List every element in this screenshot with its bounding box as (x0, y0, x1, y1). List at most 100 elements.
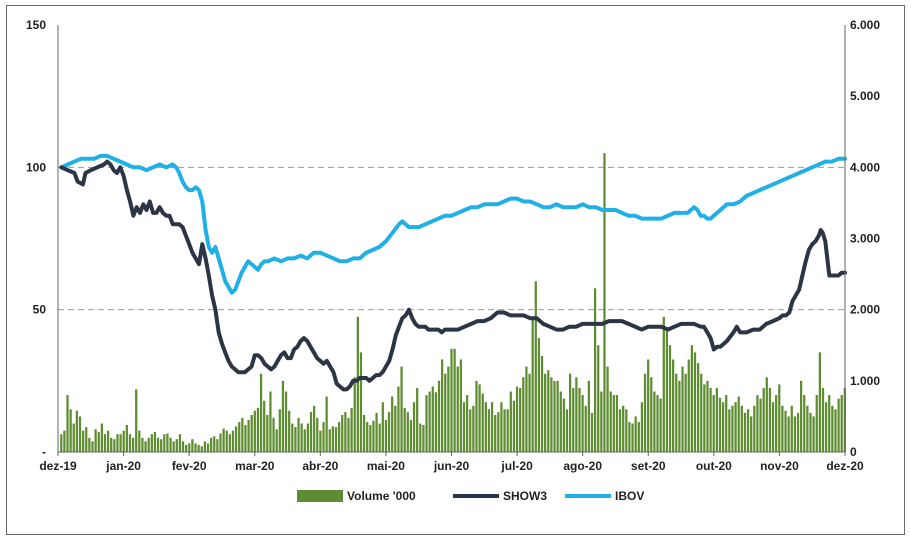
volume-bar (697, 363, 700, 452)
volume-bar (515, 386, 519, 452)
volume-bar (191, 439, 194, 452)
volume-bar (494, 414, 497, 452)
volume-bar (300, 423, 303, 452)
volume-bar (750, 416, 753, 452)
volume-bar (85, 427, 88, 452)
volume-bar (341, 414, 344, 452)
volume-bar (581, 395, 584, 452)
volume-bar (812, 416, 815, 452)
volume-bar (138, 430, 141, 452)
volume-bar (144, 441, 147, 452)
volume-bar (700, 373, 703, 452)
volume-bar (172, 441, 175, 452)
volume-bar (163, 434, 166, 452)
volume-bar (712, 395, 715, 452)
volume-bar (472, 405, 475, 452)
volume-bar (475, 380, 478, 452)
volume-bar (419, 423, 422, 452)
volume-bar (528, 373, 531, 452)
volume-bar (675, 373, 678, 452)
volume-bar (684, 373, 687, 452)
volume-bar (606, 366, 609, 452)
volume-bar (587, 380, 590, 452)
right-tick-label: 2.000 (850, 303, 880, 317)
volume-bar (547, 370, 550, 452)
volume-bar (618, 409, 622, 452)
volume-bar (75, 410, 79, 452)
volume-bar (256, 407, 260, 452)
right-tick-label: 0 (850, 445, 857, 459)
volume-bar (534, 281, 537, 452)
volume-bar (397, 386, 400, 452)
volume-bar (100, 423, 103, 452)
volume-bar (550, 377, 553, 452)
volume-bar (544, 373, 547, 452)
volume-bar (160, 439, 163, 452)
volume-bar (512, 400, 516, 452)
volume-bar (431, 386, 434, 452)
left-tick-label: 150 (26, 18, 46, 32)
volume-bar (784, 410, 787, 452)
right-axis-ticks: 0 1.000 2.000 3.000 4.000 5.000 6.000 (850, 18, 880, 459)
volume-bar (815, 395, 818, 452)
volume-bar (153, 432, 157, 452)
legend-label: Volume '000 (347, 489, 416, 503)
volume-bar (216, 439, 219, 452)
volume-bar (425, 395, 428, 452)
volume-bar (294, 427, 297, 452)
volume-bar (731, 405, 734, 452)
legend-swatch-volume (297, 490, 343, 502)
volume-bar (575, 377, 578, 452)
volume-bar (375, 412, 378, 452)
volume-bar (796, 412, 800, 452)
volume-bar (63, 430, 66, 452)
x-tick-label: set-20 (631, 459, 666, 473)
volume-bar (94, 429, 97, 452)
volume-bar (768, 387, 772, 452)
volume-bar (200, 446, 203, 452)
volume-bar (319, 430, 322, 452)
volume-bar (456, 366, 459, 452)
volume-bar (188, 443, 191, 452)
volume-bar (559, 391, 562, 452)
volume-bar (803, 395, 806, 452)
volume-bar (481, 393, 484, 452)
volume-bar (147, 437, 150, 452)
volume-bar (840, 395, 843, 452)
volume-bar (247, 419, 250, 452)
volume-bar (384, 419, 388, 452)
volume-bar (222, 428, 225, 452)
volume-bar (569, 373, 572, 452)
volume-bar (281, 380, 285, 452)
volume-bar (403, 407, 406, 452)
volume-bar (831, 405, 834, 452)
volume-bar (465, 395, 469, 452)
volume-bar (681, 366, 684, 452)
volume-bar (309, 412, 313, 452)
volume-bars (60, 153, 846, 453)
volume-bar (525, 366, 528, 452)
volume-bar (381, 402, 384, 452)
volume-bar (478, 384, 481, 452)
volume-bar (584, 405, 587, 452)
volume-bar (306, 423, 310, 452)
volume-bar (787, 416, 790, 452)
volume-bar (284, 391, 288, 452)
volume-bar (225, 430, 228, 452)
volume-bar (553, 380, 556, 452)
x-tick-label: nov-20 (760, 459, 799, 473)
volume-bar (400, 366, 403, 452)
volume-bar (428, 391, 431, 452)
volume-bar (509, 391, 512, 452)
volume-bar (806, 405, 809, 452)
volume-bar (356, 316, 359, 452)
volume-bar (447, 366, 450, 452)
volume-bar (206, 443, 210, 452)
volume-bar (103, 434, 107, 452)
volume-bar (490, 402, 494, 452)
x-tick-label: ago-20 (563, 459, 602, 473)
volume-bar (122, 430, 125, 452)
volume-bar (725, 395, 728, 452)
chart-frame (6, 5, 905, 535)
volume-bar (693, 352, 697, 452)
